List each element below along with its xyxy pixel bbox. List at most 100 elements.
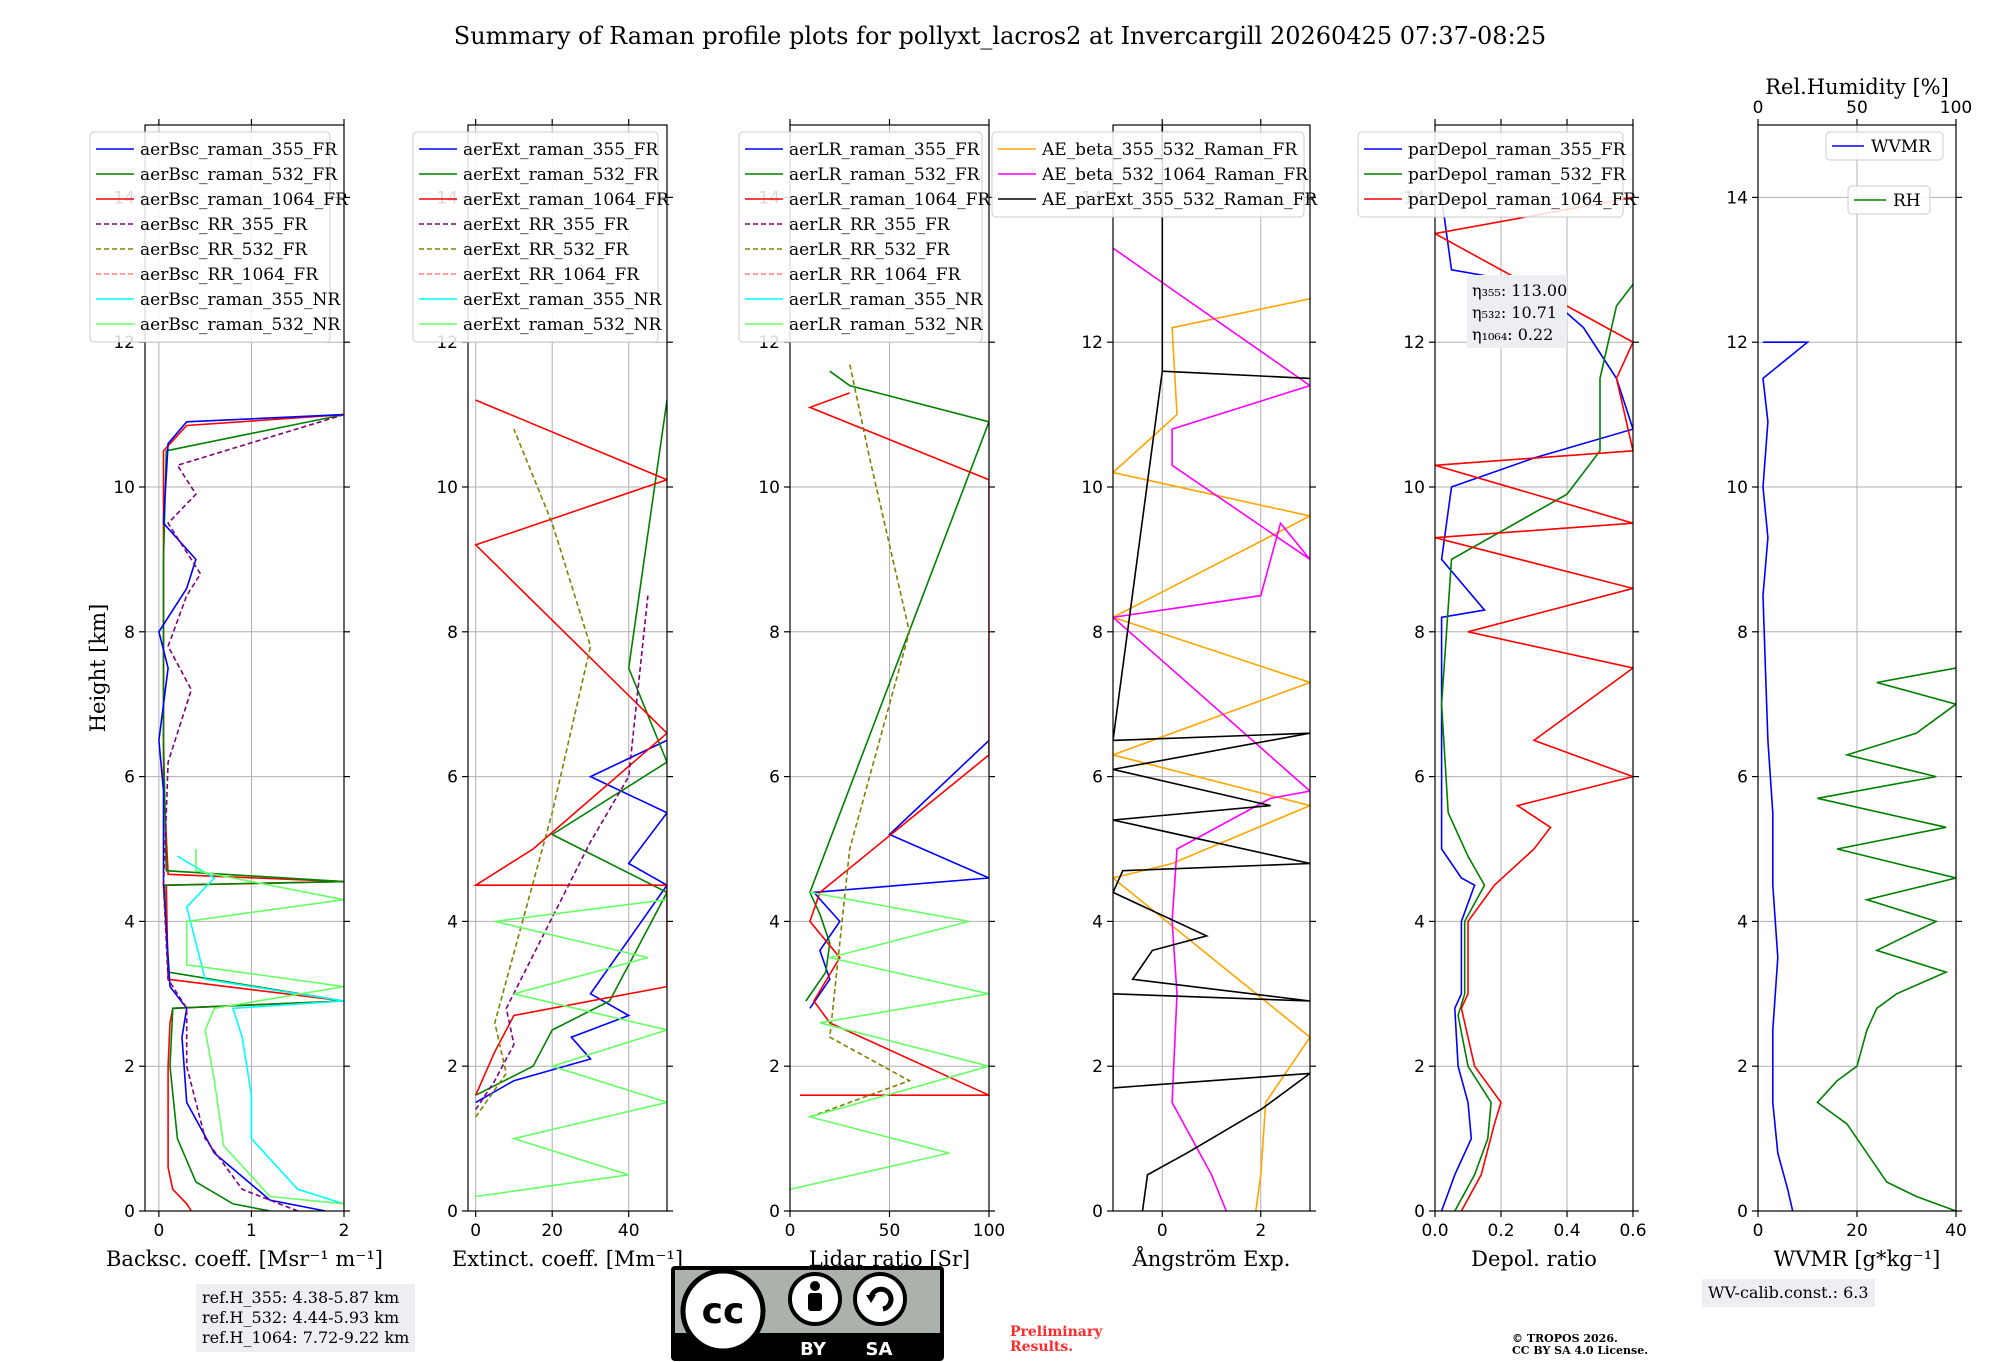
legend: aerExt_raman_355_FR aerExt_raman_532_FRae… <box>412 131 670 343</box>
legend: parDepol_raman_355_FR parDepol_raman_532_… <box>1357 131 1637 218</box>
y-tick-label: 0 <box>1414 1202 1425 1222</box>
ref-height-532: ref.H_532: 4.44-5.93 km <box>202 1308 400 1327</box>
legend-label: aerExt_raman_532_FR <box>463 165 659 185</box>
y-tick-label: 0 <box>769 1202 780 1222</box>
y-tick-label: 8 <box>1737 623 1748 643</box>
x-tick-label: 0 <box>1157 1221 1168 1241</box>
annotation-line: η₅₃₂: 10.71 <box>1472 303 1557 322</box>
copyright-note: © TROPOS 2026. CC BY SA 4.0 License. <box>1512 1333 1648 1357</box>
x-axis-label: Ångström Exp. <box>1132 1246 1291 1271</box>
legend-box <box>412 131 659 343</box>
x-tick-label: 40 <box>618 1221 640 1241</box>
series-line-aerExt_raman_1064_FR <box>472 399 667 1096</box>
legend-label: aerExt_raman_532_NR <box>463 315 662 335</box>
preliminary-line-2: Results. <box>1010 1339 1074 1355</box>
y-tick-label: 14 <box>1726 188 1748 208</box>
y-tick-label: 2 <box>1414 1057 1425 1077</box>
annotation-box <box>1467 275 1567 348</box>
y-tick-label: 8 <box>447 623 458 643</box>
legend-label: aerLR_raman_532_NR <box>789 315 984 335</box>
series-line-aerExt_raman_355_FR <box>475 739 667 1104</box>
legend: WVMR RH <box>1825 131 1944 215</box>
y-tick-label: 0 <box>1737 1202 1748 1222</box>
copyright-line-2: CC BY SA 4.0 License. <box>1512 1344 1649 1357</box>
y-tick-label: 2 <box>1737 1057 1748 1077</box>
legend-label: aerBsc_raman_532_FR <box>140 165 338 185</box>
axes-frame <box>144 124 345 1212</box>
x-tick-label: 100 <box>973 1221 1005 1241</box>
legend-label: aerBsc_RR_532_FR <box>140 240 308 260</box>
legend-label: RH <box>1893 191 1921 211</box>
x-tick-label: 0 <box>470 1221 481 1241</box>
x-axis-label: Depol. ratio <box>1471 1247 1597 1271</box>
legend-label: aerLR_RR_1064_FR <box>789 265 962 285</box>
legend-label: aerExt_RR_355_FR <box>463 215 629 235</box>
legend: aerBsc_raman_355_FR aerBsc_raman_532_FRae… <box>89 131 349 343</box>
x-tick-label: 0.2 <box>1487 1221 1514 1241</box>
axes-frame <box>467 124 668 1212</box>
figure-title: Summary of Raman profile plots for polly… <box>454 22 1546 50</box>
x-tick-label: 2 <box>339 1221 350 1241</box>
y-tick-label: 8 <box>1414 623 1425 643</box>
series-line-aerLR_raman_532_NR <box>790 891 989 1191</box>
series-line-aerExt_raman_532_NR <box>475 898 667 1198</box>
panel-lidar_ratio: 02468101214050100Lidar ratio [Sr]aerLR_r… <box>738 119 1005 1271</box>
legend-box <box>89 131 331 343</box>
legend-label: aerBsc_RR_1064_FR <box>140 265 319 285</box>
series-line-aerBsc_raman_532_FR <box>162 413 344 1211</box>
legend-label: aerLR_RR_355_FR <box>789 215 951 235</box>
y-tick-label: 12 <box>1081 333 1103 353</box>
series-line-aerLR_raman_1064_FR <box>800 392 989 1096</box>
y-tick-label: 10 <box>1403 478 1425 498</box>
y-tick-label: 8 <box>769 623 780 643</box>
x-tick-label: 40 <box>1945 1221 1967 1241</box>
preliminary-line-1: Preliminary <box>1010 1324 1103 1340</box>
y-tick-label: 6 <box>1092 768 1103 788</box>
y-tick-label: 10 <box>1081 478 1103 498</box>
legend-label: aerBsc_raman_355_NR <box>140 290 341 310</box>
x-tick-label: 0.4 <box>1553 1221 1580 1241</box>
license-by-label: BY <box>800 1339 827 1360</box>
copyright-line-1: © TROPOS 2026. <box>1512 1332 1618 1345</box>
ref-height-355: ref.H_355: 4.38-5.87 km <box>202 1288 400 1307</box>
legend-label: aerBsc_raman_532_NR <box>140 315 341 335</box>
y-tick-label: 6 <box>1737 768 1748 788</box>
x-axis-label: Extinct. coeff. [Mm⁻¹] <box>452 1247 683 1271</box>
series-line-RH <box>1816 667 1956 1211</box>
y-tick-label: 6 <box>124 768 135 788</box>
legend-label: aerLR_raman_355_FR <box>789 140 981 160</box>
y-tick-label: 6 <box>769 768 780 788</box>
y-tick-label: 8 <box>124 623 135 643</box>
series-line-AE_beta_532_1064_Raman_FR <box>1113 247 1310 1211</box>
y-tick-label: 0 <box>124 1202 135 1222</box>
y-tick-label: 0 <box>447 1202 458 1222</box>
axes-frame <box>1112 124 1311 1212</box>
license-sa-label: SA <box>866 1339 893 1360</box>
share-alike-arrowhead <box>866 1295 876 1303</box>
attribution-body <box>808 1293 822 1311</box>
legend-label: AE_beta_355_532_Raman_FR <box>1041 140 1298 160</box>
wv-calib-text: WV-calib.const.: 6.3 <box>1708 1283 1869 1302</box>
share-alike-icon <box>853 1272 907 1326</box>
x2-tick-label: 50 <box>1846 98 1868 118</box>
legend-label: aerLR_raman_1064_FR <box>789 190 991 210</box>
x2-tick-label: 100 <box>1940 98 1972 118</box>
legend-label: aerExt_RR_532_FR <box>463 240 629 260</box>
legend-label: aerBsc_raman_1064_FR <box>140 190 349 210</box>
series-line-WVMR <box>1762 341 1810 1211</box>
attribution-head <box>810 1281 820 1291</box>
x-tick-label: 0 <box>153 1221 164 1241</box>
x-tick-label: 20 <box>1846 1221 1868 1241</box>
series-line-parDepol_raman_532_FR <box>1440 283 1633 1211</box>
series-line-AE_beta_355_532_Raman_FR <box>1113 298 1310 1211</box>
series-line-AE_parExt_355_532_Raman_FR <box>1113 125 1310 1211</box>
y-tick-label: 12 <box>1726 333 1748 353</box>
legend-label: aerBsc_RR_355_FR <box>140 215 308 235</box>
legend-label: aerExt_RR_1064_FR <box>463 265 640 285</box>
x-tick-label: 0.6 <box>1619 1221 1646 1241</box>
series-line-parDepol_raman_355_FR <box>1440 197 1633 1211</box>
x-tick-label: 2 <box>1255 1221 1266 1241</box>
